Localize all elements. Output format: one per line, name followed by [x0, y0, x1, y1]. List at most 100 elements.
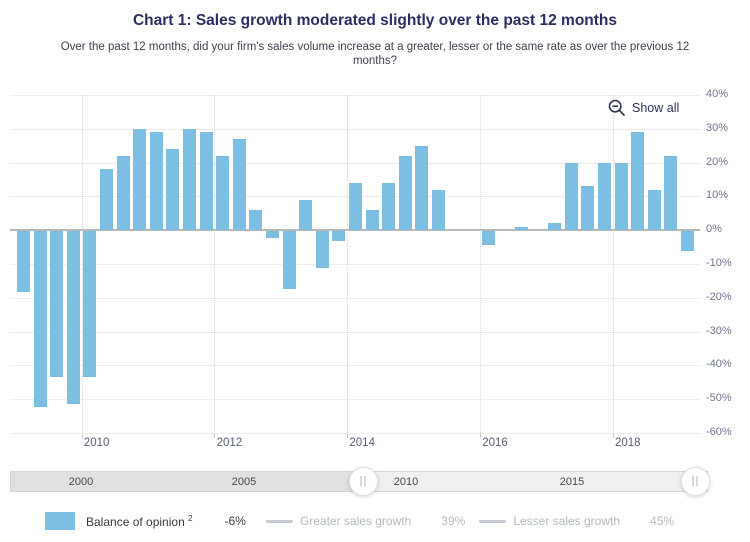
x-axis-label: 2018	[615, 437, 641, 449]
y-gridline	[10, 162, 700, 164]
navigator-handle-right[interactable]: ||	[681, 467, 710, 496]
show-all-button[interactable]: Show all	[608, 99, 679, 117]
bar-2011-q1[interactable]	[149, 132, 163, 231]
legend-label-lesser[interactable]: Lesser sales growth	[513, 514, 621, 528]
y-axis-label: -50%	[706, 392, 732, 405]
zero-gridline	[10, 229, 700, 232]
navigator-year-label: 2000	[68, 475, 94, 488]
y-axis-label: 10%	[706, 189, 729, 202]
footnote-marker: 2	[188, 513, 193, 523]
bar-2018-q3[interactable]	[647, 189, 661, 231]
legend-swatch-balance[interactable]	[45, 512, 75, 530]
navigator-handle-left[interactable]: ||	[349, 467, 378, 496]
navigator-selected-range[interactable]	[363, 472, 707, 491]
legend-line-lesser-icon[interactable]	[479, 519, 507, 523]
bar-2011-q2[interactable]	[166, 149, 180, 231]
y-gridline	[10, 365, 700, 367]
bar-2014-q1[interactable]	[349, 182, 362, 231]
bar-2018-q2[interactable]	[631, 132, 645, 231]
handle-grip-icon: ||	[359, 475, 368, 487]
bar-2012-q3[interactable]	[249, 209, 263, 231]
x-gridline	[214, 95, 216, 433]
y-gridline	[10, 331, 700, 333]
bar-2017-q1[interactable]	[548, 223, 562, 231]
x-axis-tick	[347, 434, 349, 438]
x-gridline	[480, 95, 481, 433]
x-axis-label: 2012	[216, 437, 243, 449]
legend: Balance of opinion 2 -6% Greater sales g…	[0, 508, 750, 534]
bar-2010-q4[interactable]	[133, 128, 147, 231]
navigator[interactable]: 2000 2005 2010 2015 || ||	[10, 467, 710, 496]
x-axis-label: 2010	[83, 437, 110, 449]
x-axis-label: 2016	[482, 437, 508, 449]
bar-2016-q3[interactable]	[515, 226, 528, 231]
legend-value-lesser: 45%	[650, 514, 675, 528]
legend-value-balance: -6%	[224, 514, 246, 528]
bar-2017-q2[interactable]	[564, 162, 578, 231]
navigator-mask-outside[interactable]	[11, 472, 364, 491]
y-axis-label: 30%	[706, 121, 729, 134]
y-axis-label: 40%	[706, 88, 729, 100]
legend-label-greater[interactable]: Greater sales growth	[299, 514, 412, 528]
bar-2012-q2[interactable]	[232, 138, 246, 231]
y-axis-label: -40%	[706, 358, 732, 371]
handle-grip-icon: ||	[691, 475, 700, 487]
bar-2010-q2[interactable]	[100, 169, 113, 231]
y-gridline	[10, 433, 700, 434]
navigator-year-label: 2010	[393, 475, 419, 488]
legend-value-greater: 39%	[441, 514, 466, 528]
plot-area	[10, 95, 700, 438]
zoom-out-icon	[608, 99, 626, 117]
bar-2019-q1[interactable]	[681, 231, 694, 252]
bar-2015-q2[interactable]	[432, 189, 445, 231]
bar-2013-q1[interactable]	[282, 231, 296, 289]
bar-2009-q4[interactable]	[66, 231, 80, 404]
bar-2017-q4[interactable]	[598, 162, 611, 231]
bar-2014-q3[interactable]	[382, 182, 396, 231]
bar-2013-q2[interactable]	[299, 199, 313, 231]
x-gridline	[612, 95, 614, 433]
bar-2014-q4[interactable]	[398, 155, 412, 231]
x-axis-tick	[214, 434, 216, 438]
y-gridline	[10, 128, 700, 130]
bar-2011-q3[interactable]	[183, 128, 196, 231]
y-gridline	[10, 297, 700, 299]
bar-2013-q4[interactable]	[332, 231, 346, 242]
navigator-year-label: 2015	[559, 475, 585, 488]
y-axis-label: -20%	[706, 290, 732, 303]
y-axis-label: -10%	[706, 257, 732, 269]
y-gridline	[10, 399, 700, 401]
bar-2018-q1[interactable]	[614, 162, 628, 231]
bar-2011-q4[interactable]	[199, 132, 213, 231]
bar-2009-q2[interactable]	[33, 231, 47, 407]
x-axis-tick	[612, 434, 614, 438]
chart-subtitle: Over the past 12 months, did your firm's…	[60, 41, 690, 68]
bar-2013-q3[interactable]	[315, 231, 329, 269]
legend-label-balance[interactable]: Balance of opinion 2	[86, 513, 193, 529]
y-axis-label: 20%	[706, 155, 729, 168]
bar-2017-q3[interactable]	[581, 186, 595, 231]
y-axis-label: -60%	[706, 426, 732, 438]
bar-2014-q2[interactable]	[365, 209, 379, 231]
legend-line-greater-icon[interactable]	[265, 519, 293, 523]
chart-title: Chart 1: Sales growth moderated slightly…	[132, 12, 618, 29]
y-axis-label: 0%	[706, 223, 722, 236]
x-gridline	[81, 95, 83, 433]
navigator-year-label: 2005	[231, 475, 257, 488]
bar-2009-q1[interactable]	[17, 231, 30, 293]
y-gridline	[10, 264, 700, 265]
x-axis-tick	[81, 434, 83, 438]
bar-2016-q1[interactable]	[481, 231, 495, 245]
bar-2009-q3[interactable]	[50, 231, 64, 377]
bar-2010-q1[interactable]	[83, 231, 97, 377]
bar-2018-q4[interactable]	[664, 155, 678, 231]
x-axis-label: 2014	[349, 437, 375, 449]
y-axis-label: -30%	[706, 324, 732, 337]
x-axis-tick	[480, 434, 481, 438]
bar-2012-q1[interactable]	[216, 155, 230, 231]
bar-2015-q1[interactable]	[415, 145, 429, 231]
bar-2010-q3[interactable]	[116, 155, 130, 231]
show-all-label: Show all	[632, 101, 680, 115]
bar-2012-q4[interactable]	[266, 231, 279, 238]
